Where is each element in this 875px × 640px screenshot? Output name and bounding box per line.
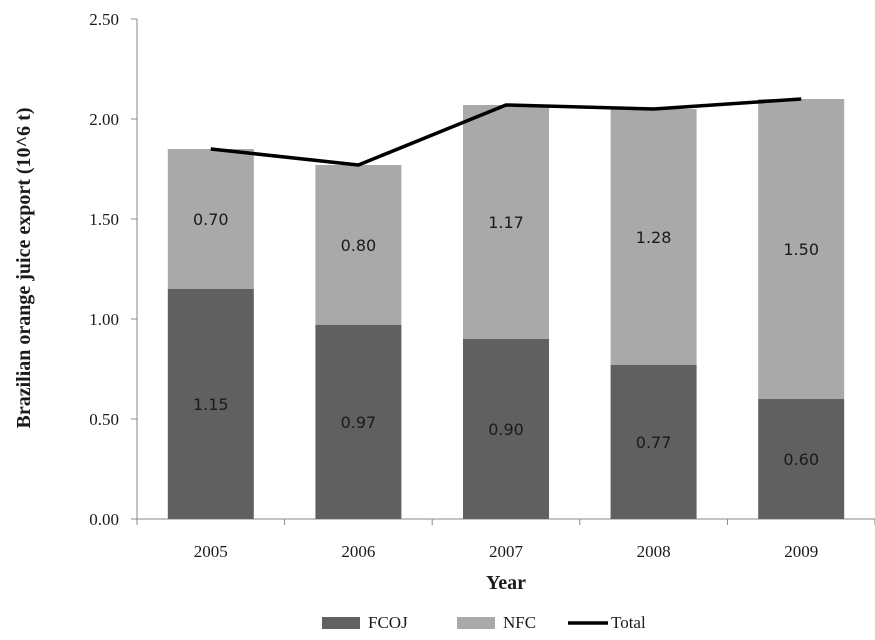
x-tick-label: 2008	[637, 542, 671, 561]
bar-nfc-2007	[463, 105, 549, 339]
x-tick-label: 2007	[489, 542, 524, 561]
y-tick-label: 2.50	[89, 10, 119, 29]
x-tick-label: 2009	[784, 542, 818, 561]
legend-label-fcoj: FCOJ	[368, 613, 408, 632]
y-tick-label: 1.50	[89, 210, 119, 229]
x-tick-label: 2006	[341, 542, 375, 561]
data-label-fcoj: 0.97	[341, 413, 377, 432]
legend: FCOJ NFC Total	[322, 613, 646, 632]
y-axis: 0.00 0.50 1.00 1.50 2.00 2.50	[89, 10, 138, 529]
data-label-nfc: 1.50	[783, 240, 819, 259]
bar-fcoj-2008	[610, 365, 697, 519]
x-tick-label: 2005	[194, 542, 228, 561]
bars	[167, 99, 845, 519]
x-axis: 2005 2006 2007 2008 2009	[136, 518, 875, 561]
data-label-nfc: 0.80	[341, 236, 377, 255]
bar-nfc-2005	[167, 149, 254, 289]
y-tick-label: 0.00	[89, 510, 119, 529]
bar-fcoj-2007	[463, 339, 549, 519]
y-tick-label: 1.00	[89, 310, 119, 329]
data-label-fcoj: 0.77	[636, 433, 672, 452]
x-axis-title: Year	[486, 572, 526, 594]
y-tick-label: 2.00	[89, 110, 119, 129]
data-label-fcoj: 0.90	[488, 420, 524, 439]
legend-swatch-fcoj	[322, 617, 360, 629]
y-tick-label: 0.50	[89, 410, 119, 429]
data-label-nfc: 1.17	[488, 213, 524, 232]
bar-nfc-2009	[758, 99, 845, 399]
data-labels: 1.15 0.70 0.97 0.80 0.90 1.17 0.77 1.28 0.60 1.50	[193, 210, 819, 469]
data-label-nfc: 0.70	[193, 210, 229, 229]
legend-label-total: Total	[611, 613, 646, 632]
y-axis-title: Brazilian orange juice export (10^6 t)	[13, 108, 35, 429]
data-label-nfc: 1.28	[636, 228, 672, 247]
series-line-total	[210, 97, 802, 167]
total-line-group	[210, 97, 802, 167]
bar-nfc-2008	[610, 109, 697, 365]
bar-fcoj-2005	[167, 289, 254, 519]
data-label-fcoj: 0.60	[783, 450, 819, 469]
data-label-fcoj: 1.15	[193, 395, 229, 414]
legend-label-nfc: NFC	[503, 613, 536, 632]
bar-fcoj-2006	[315, 325, 402, 519]
legend-swatch-nfc	[457, 617, 495, 629]
bar-fcoj-2009	[758, 399, 845, 519]
bar-nfc-2006	[315, 165, 402, 325]
